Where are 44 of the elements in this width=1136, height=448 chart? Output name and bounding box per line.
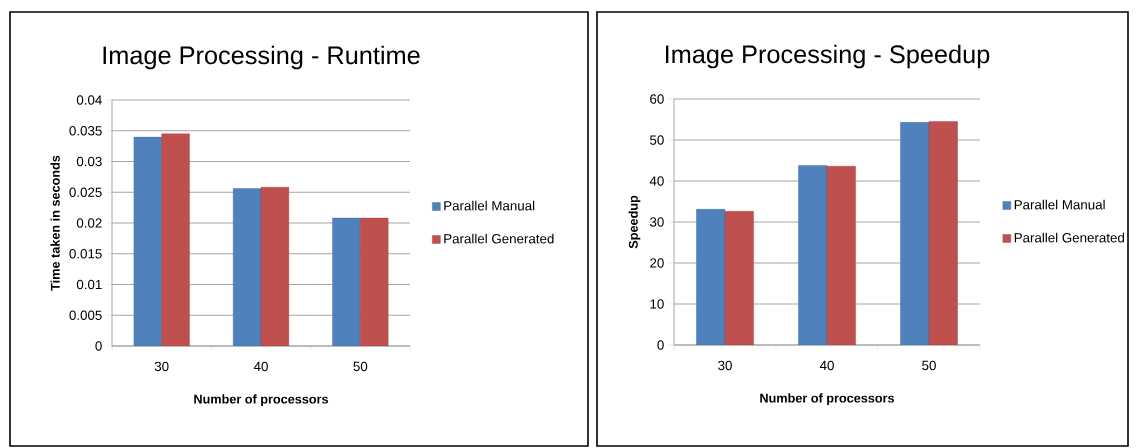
y-tick-label: 0.01 [76,279,102,290]
y-axis-title: Speedup [628,195,641,249]
x-tick-label: 30 [718,360,732,371]
y-tick-label: 0.03 [76,156,102,167]
y-tick-label: 30 [649,217,664,227]
bar [360,217,389,346]
y-tick-label: 0.005 [69,310,102,320]
legend-label: Parallel Manual [444,200,535,211]
y-tick-label: 0.015 [69,249,102,259]
y-tick-label: 60 [650,94,664,104]
chart-title: Image Processing - Runtime [103,45,420,70]
bar [260,187,290,346]
x-tick-label: 50 [922,360,936,371]
bar [798,165,828,345]
bar [928,121,958,345]
bar [332,217,361,346]
y-tick-label: 0.025 [69,187,102,197]
x-axis-title: Number of processors [760,393,895,406]
legend-label: Parallel Manual [1014,199,1105,210]
bar [724,211,754,345]
y-tick-label: 0.04 [76,95,102,105]
x-tick-label: 30 [154,361,169,372]
y-tick-label: 0 [657,340,664,350]
bar [133,136,162,346]
x-axis-title: Number of processors [194,394,329,407]
bar [232,188,262,346]
bar [161,133,190,346]
bar [826,166,856,345]
bar [900,122,930,345]
y-tick-label: 40 [649,176,664,186]
y-tick-label: 20 [650,258,664,268]
x-tick-label: 50 [353,361,368,372]
legend-label: Parallel Generated [1014,232,1124,243]
y-tick-label: 0 [95,341,102,351]
y-tick-label: 0.035 [69,126,102,136]
x-tick-label: 40 [253,361,268,372]
y-axis-title: Time taken in seconds [50,155,60,291]
y-tick-label: 10 [650,299,664,309]
legend-label: Parallel Generated [444,233,554,244]
bar [696,209,726,345]
y-tick-label: 50 [650,135,664,145]
x-tick-label: 40 [819,360,834,371]
chart-title: Image Processing - Speedup [665,44,990,69]
y-tick-label: 0.02 [76,218,102,228]
